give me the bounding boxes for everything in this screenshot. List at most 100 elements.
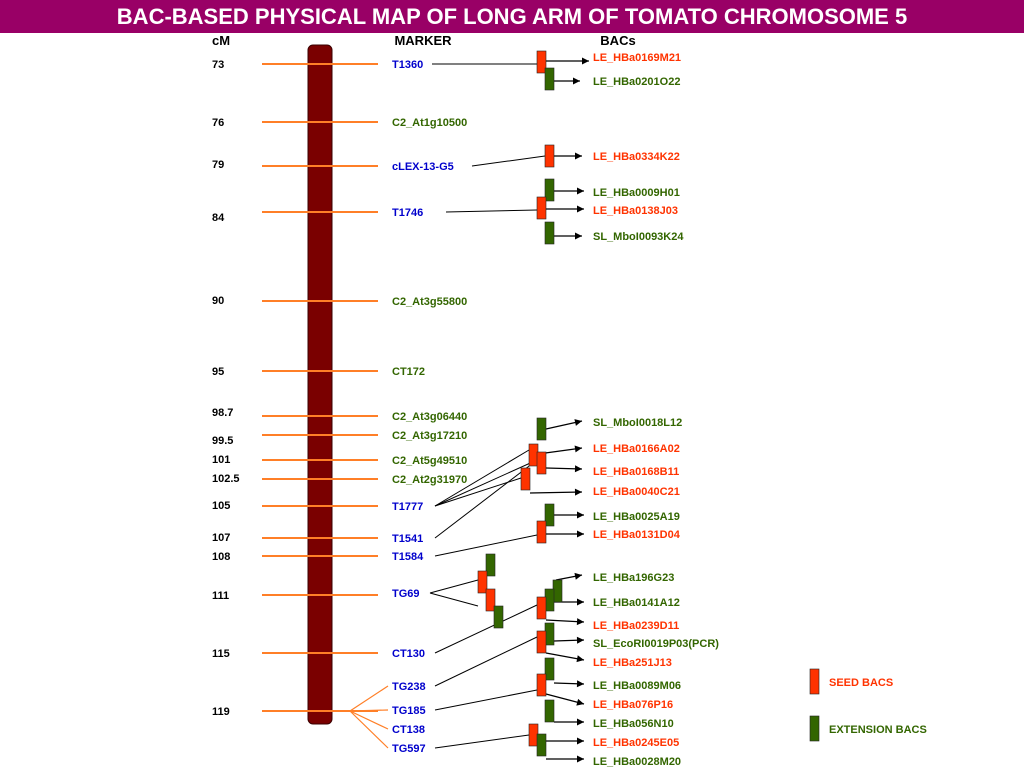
seed-bac-bar xyxy=(528,443,539,467)
cm-label: 108 xyxy=(212,551,230,563)
marker-label: T1777 xyxy=(392,501,423,513)
extension-bac-label: LE_HBa0025A19 xyxy=(593,511,680,523)
seed-bac-label: LE_HBa0131D04 xyxy=(593,529,681,541)
extension-bac-bar xyxy=(536,733,547,757)
extension-bac-bar xyxy=(544,657,555,681)
extension-bac-label: LE_HBa0009H01 xyxy=(593,187,680,199)
seed-bac-label: LE_HBa0040C21 xyxy=(593,486,680,498)
connector-lines xyxy=(429,57,589,763)
cm-label: 95 xyxy=(212,366,224,378)
marker-label: C2_At3g06440 xyxy=(392,411,467,423)
cm-labels: 73 76 79 84 90 95 98.7 99.5 101 102.5 105 107 108 111… xyxy=(212,59,240,718)
legend-seed-swatch xyxy=(809,668,820,695)
bac-arrowhead xyxy=(575,232,582,240)
marker-label: C2_At3g55800 xyxy=(392,296,467,308)
marker-fan-line xyxy=(349,709,389,712)
bac-arrowhead xyxy=(577,205,584,213)
marker-label: CT172 xyxy=(392,366,425,378)
bac-arrowhead xyxy=(576,618,584,626)
extension-bac-bar xyxy=(485,553,496,577)
bac-arrowhead xyxy=(577,755,584,763)
seed-bac-bar xyxy=(536,520,547,544)
extension-bac-bar xyxy=(544,221,555,245)
bac-arrowhead xyxy=(577,737,584,745)
seed-bac-label: LE_HBa251J13 xyxy=(593,657,672,669)
extension-bac-bar xyxy=(536,417,547,441)
marker-bac-link xyxy=(434,604,538,654)
seed-bac-bar xyxy=(536,196,547,220)
marker-label: C2_At1g10500 xyxy=(392,117,467,129)
seed-bac-bar xyxy=(485,588,496,612)
seed-bac-label: LE_HBa0239D11 xyxy=(593,620,679,632)
marker-bac-link xyxy=(429,579,479,594)
legend-extension-swatch xyxy=(809,715,820,742)
cm-label: 105 xyxy=(212,500,230,512)
chromosome-bar xyxy=(307,44,333,725)
bac-arrowhead xyxy=(576,680,584,688)
bac-arrowhead xyxy=(576,655,584,663)
cm-label: 99.5 xyxy=(212,435,233,447)
bac-labels: LE_HBa0169M21 LE_HBa0201O22 LE_HBa0334K22 L… xyxy=(593,52,719,768)
cm-label: 102.5 xyxy=(212,473,240,485)
seed-bac-label: LE_HBa0334K22 xyxy=(593,151,680,163)
bac-arrowhead xyxy=(574,419,582,426)
marker-bac-link xyxy=(434,734,530,749)
bac-arrow-line xyxy=(529,491,583,494)
extension-bac-bar xyxy=(544,588,555,612)
bac-arrowhead xyxy=(577,718,584,726)
extension-bac-label: SL_EcoRI0019P03(PCR) xyxy=(593,638,719,650)
cm-label: 90 xyxy=(212,295,224,307)
extension-bac-label: LE_HBa0141A12 xyxy=(593,597,680,609)
marker-label: T1360 xyxy=(392,59,423,71)
seed-bac-bar xyxy=(536,50,547,74)
extension-bac-bar xyxy=(544,178,555,202)
extension-bac-bar xyxy=(544,67,555,91)
extension-bac-bar xyxy=(544,622,555,646)
cm-label: 98.7 xyxy=(212,407,233,419)
seed-bac-label: LE_HBa076P16 xyxy=(593,699,673,711)
bac-arrowhead xyxy=(577,187,584,195)
marker-label: C2_At3g17210 xyxy=(392,430,467,442)
marker-label: TG185 xyxy=(392,705,426,717)
marker-bac-link xyxy=(429,592,479,607)
seed-bac-bar xyxy=(544,144,555,168)
bac-arrowhead xyxy=(582,57,589,65)
bacs-header: BACs xyxy=(600,33,635,48)
bac-arrowhead xyxy=(574,488,582,496)
marker-bac-link xyxy=(434,534,538,557)
marker-fan-line xyxy=(349,710,389,730)
bac-arrowhead xyxy=(577,511,584,519)
seed-bac-label: LE_HBa0138J03 xyxy=(593,205,678,217)
cm-label: 119 xyxy=(212,706,230,718)
seed-bac-bar xyxy=(477,570,488,594)
cm-label: 107 xyxy=(212,532,230,544)
bac-arrowhead xyxy=(573,77,580,85)
marker-bac-link xyxy=(434,636,538,687)
marker-header: MARKER xyxy=(394,33,452,48)
marker-fan-line xyxy=(349,685,389,712)
marker-label: TG238 xyxy=(392,681,426,693)
marker-label: T1584 xyxy=(392,551,424,563)
marker-label: T1541 xyxy=(392,533,423,545)
legend-label: SEED BACS xyxy=(829,677,893,689)
bac-arrowhead xyxy=(575,152,582,160)
marker-label: CT130 xyxy=(392,648,425,660)
cm-label: 111 xyxy=(212,590,229,602)
bac-arrowhead xyxy=(577,530,584,538)
cm-label: 84 xyxy=(212,212,225,224)
marker-bac-link xyxy=(434,449,530,507)
cm-label: 79 xyxy=(212,159,224,171)
marker-fan-line xyxy=(349,710,389,749)
seed-bac-bar xyxy=(520,467,531,491)
bac-arrowhead xyxy=(574,445,582,453)
cm-label: 115 xyxy=(212,648,230,660)
marker-bac-link xyxy=(445,209,538,213)
seed-bac-bar xyxy=(536,596,547,620)
seed-bac-label: LE_HBa0169M21 xyxy=(593,52,681,64)
seed-bac-bar xyxy=(528,723,539,747)
extension-bac-bar xyxy=(544,503,555,527)
cm-label: 76 xyxy=(212,117,224,129)
title-bar xyxy=(0,0,1024,33)
extension-bac-label: SL_MboI0018L12 xyxy=(593,417,682,429)
